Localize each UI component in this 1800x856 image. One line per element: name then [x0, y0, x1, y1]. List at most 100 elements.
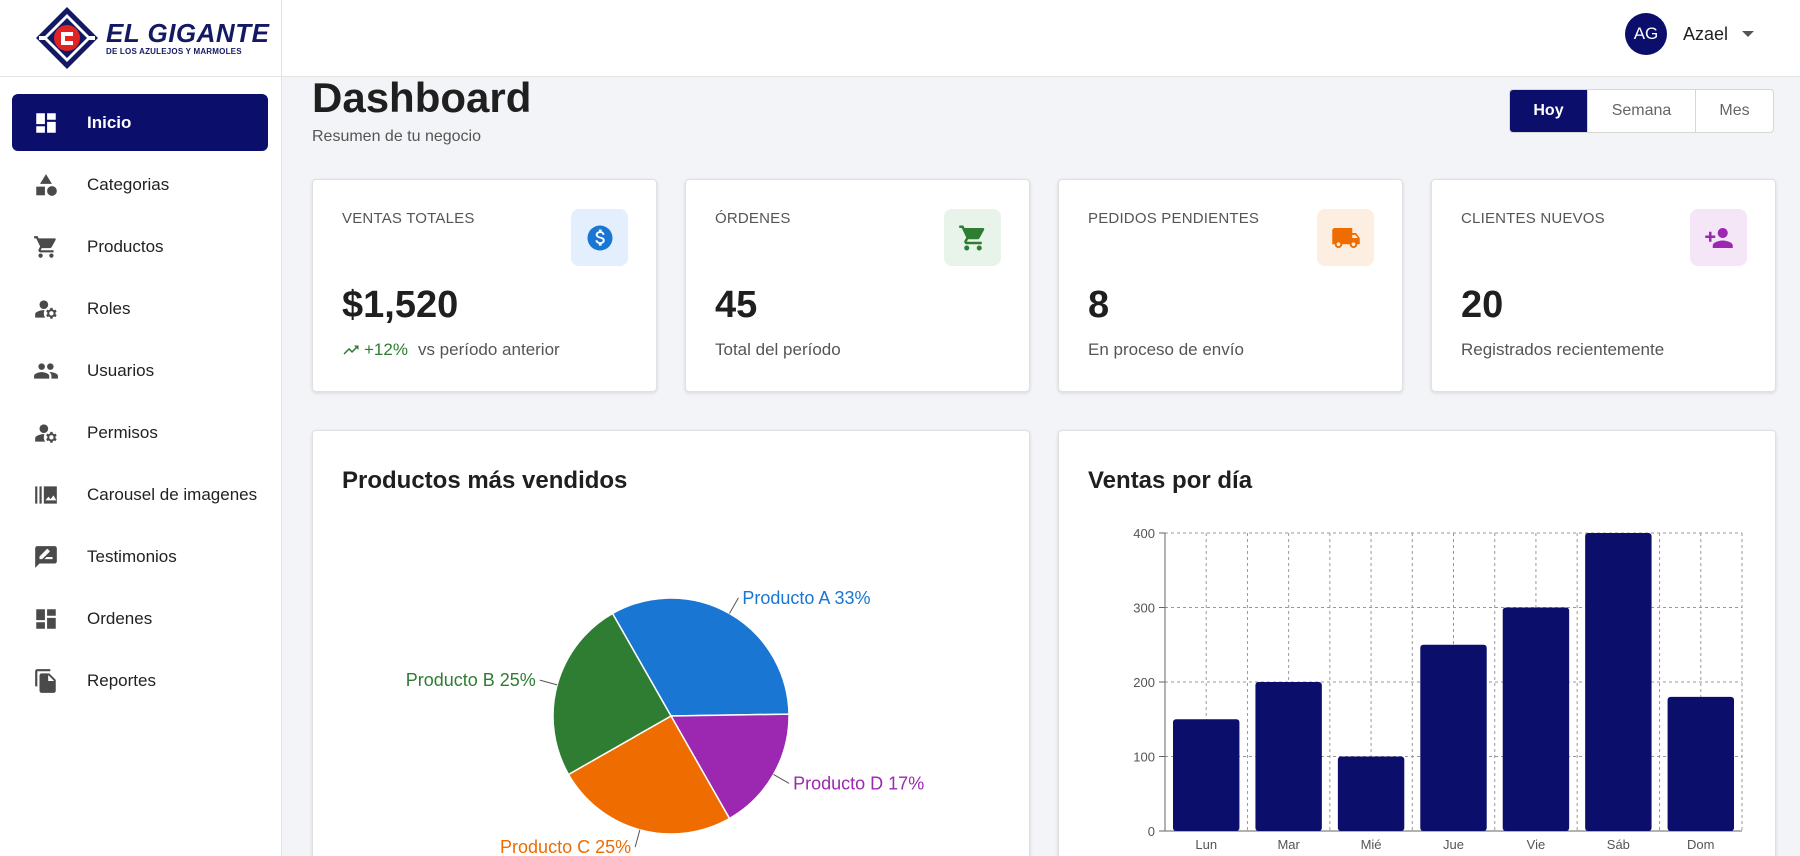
sidebar-item-reportes[interactable]: Reportes: [12, 652, 268, 709]
pie-label-line: [729, 597, 739, 614]
stat-card-pendientes: PEDIDOS PENDIENTES 8 En proceso de envío: [1058, 179, 1403, 392]
stat-value: $1,520: [342, 284, 459, 326]
sidebar: EL GIGANTE DE LOS AZULEJOS Y MARMOLES In…: [0, 0, 282, 856]
sidebar-item-productos[interactable]: Productos: [12, 218, 268, 275]
x-tick-label: Mié: [1361, 837, 1382, 852]
pie-slice-label: Producto C 25%: [500, 837, 631, 856]
y-tick-label: 100: [1133, 750, 1155, 765]
sidebar-item-inicio[interactable]: Inicio: [12, 94, 268, 151]
x-tick-label: Mar: [1277, 837, 1300, 852]
x-tick-label: Dom: [1687, 837, 1714, 852]
bar[interactable]: [1502, 607, 1570, 832]
sidebar-item-label: Usuarios: [87, 360, 155, 380]
stat-card-clientes: CLIENTES NUEVOS 20 Registrados recientem…: [1431, 179, 1776, 392]
cart-icon: [944, 209, 1001, 266]
stat-value: 20: [1461, 284, 1504, 326]
user-menu[interactable]: AG Azael: [1624, 13, 1754, 55]
avatar[interactable]: AG: [1624, 13, 1667, 55]
sidebar-nav: Inicio Categorias Productos Roles Usuari…: [0, 77, 281, 709]
dashboard-icon: [32, 605, 60, 633]
pie-slice[interactable]: [669, 713, 790, 820]
person-add-icon: [1690, 209, 1747, 266]
pie-slice[interactable]: [611, 597, 790, 717]
cart-icon: [32, 233, 60, 261]
category-icon: [32, 171, 60, 199]
sidebar-item-testimonios[interactable]: Testimonios: [12, 528, 268, 585]
bar[interactable]: [1420, 644, 1487, 831]
sidebar-item-label: Permisos: [87, 422, 158, 442]
period-semana-button[interactable]: Semana: [1587, 90, 1695, 132]
sidebar-item-label: Ordenes: [87, 608, 153, 628]
period-toggle: Hoy Semana Mes: [1509, 89, 1774, 133]
pie-chart: Producto A 33% Producto D 17% Producto C 2…: [406, 588, 924, 856]
sidebar-item-label: Carousel de imagenes: [87, 484, 258, 504]
bar[interactable]: [1667, 696, 1734, 831]
pie-label-line: [539, 679, 558, 686]
file-copy-icon: [32, 667, 60, 695]
pie-slice[interactable]: [567, 714, 731, 835]
pie-chart-panel: Productos más vendidos Producto A 33% Pro…: [312, 430, 1030, 856]
sidebar-item-label: Roles: [87, 298, 131, 318]
y-tick-label: 300: [1133, 601, 1155, 616]
stat-value: 45: [715, 284, 758, 326]
x-tick-label: Sáb: [1607, 837, 1630, 852]
stat-card-ordenes: ÓRDENES 45 Total del período: [685, 179, 1030, 392]
pie-slice[interactable]: [552, 612, 673, 776]
brand-subtitle: DE LOS AZULEJOS Y MARMOLES: [106, 47, 242, 56]
panel-title: Ventas por día: [1088, 467, 1253, 494]
bar[interactable]: [1337, 756, 1405, 832]
sidebar-item-carousel[interactable]: Carousel de imagenes: [12, 466, 268, 523]
stat-value: 8: [1088, 284, 1110, 326]
stat-label: PEDIDOS PENDIENTES: [1088, 210, 1260, 227]
period-hoy-button[interactable]: Hoy: [1510, 90, 1587, 132]
pie-label-line: [634, 829, 641, 848]
logo[interactable]: EL GIGANTE DE LOS AZULEJOS Y MARMOLES: [0, 0, 281, 77]
bar-chart: 0 100 200 300 400 Lun Mar Mié Jue Vie Sáb Dom: [1133, 526, 1743, 852]
sidebar-item-permisos[interactable]: Permisos: [12, 404, 268, 461]
sidebar-item-categorias[interactable]: Categorias: [12, 156, 268, 213]
sidebar-item-label: Inicio: [87, 112, 132, 132]
topbar: AG Azael: [282, 0, 1800, 77]
x-tick-label: Lun: [1195, 837, 1217, 852]
bar[interactable]: [1585, 533, 1652, 831]
y-tick-label: 200: [1133, 675, 1155, 690]
bar-chart-panel: Ventas por día 0 100 200 300 400 Lun Mar Mié Jue…: [1058, 430, 1776, 856]
pie-slice-label: Producto D 17%: [793, 773, 924, 793]
sidebar-item-usuarios[interactable]: Usuarios: [12, 342, 268, 399]
period-mes-button[interactable]: Mes: [1695, 90, 1773, 132]
page-subtitle: Resumen de tu negocio: [312, 128, 481, 145]
photo-library-icon: [32, 481, 60, 509]
pie-slice-label: Producto B 25%: [406, 670, 536, 690]
trending-up-icon: [343, 345, 359, 355]
pie-label-line: [773, 774, 790, 784]
sidebar-item-label: Testimonios: [87, 546, 177, 566]
x-tick-label: Jue: [1443, 837, 1464, 852]
stat-foot-text: Total del período: [715, 340, 841, 359]
y-tick-label: 0: [1148, 824, 1155, 839]
people-icon: [32, 357, 60, 385]
rate-review-icon: [32, 543, 60, 571]
stat-foot-text: Registrados recientemente: [1461, 340, 1665, 359]
bar[interactable]: [1255, 682, 1322, 831]
sidebar-item-label: Productos: [87, 236, 164, 256]
dollar-icon: [571, 209, 628, 266]
sidebar-item-label: Reportes: [87, 670, 156, 690]
sidebar-item-label: Categorias: [87, 174, 170, 194]
caret-down-icon[interactable]: [1742, 31, 1754, 37]
stat-card-ventas: VENTAS TOTALES $1,520 +12% vs período an…: [312, 179, 657, 392]
stat-label: VENTAS TOTALES: [342, 210, 475, 227]
stat-footer: +12% vs período anterior: [342, 340, 560, 360]
x-tick-label: Vie: [1527, 837, 1546, 852]
stat-footer: Total del período: [715, 340, 841, 360]
stat-footer: En proceso de envío: [1088, 340, 1244, 360]
sidebar-item-roles[interactable]: Roles: [12, 280, 268, 337]
dashboard-icon: [32, 109, 60, 137]
user-gear-icon: [32, 295, 60, 323]
trend-indicator: +12%: [342, 340, 408, 360]
user-name[interactable]: Azael: [1682, 23, 1728, 44]
sidebar-item-ordenes[interactable]: Ordenes: [12, 590, 268, 647]
bar[interactable]: [1173, 719, 1240, 831]
brand-logo-icon: [36, 7, 98, 69]
main-content: Dashboard Resumen de tu negocio Hoy Sema…: [282, 74, 1800, 856]
y-tick-label: 400: [1133, 526, 1155, 541]
